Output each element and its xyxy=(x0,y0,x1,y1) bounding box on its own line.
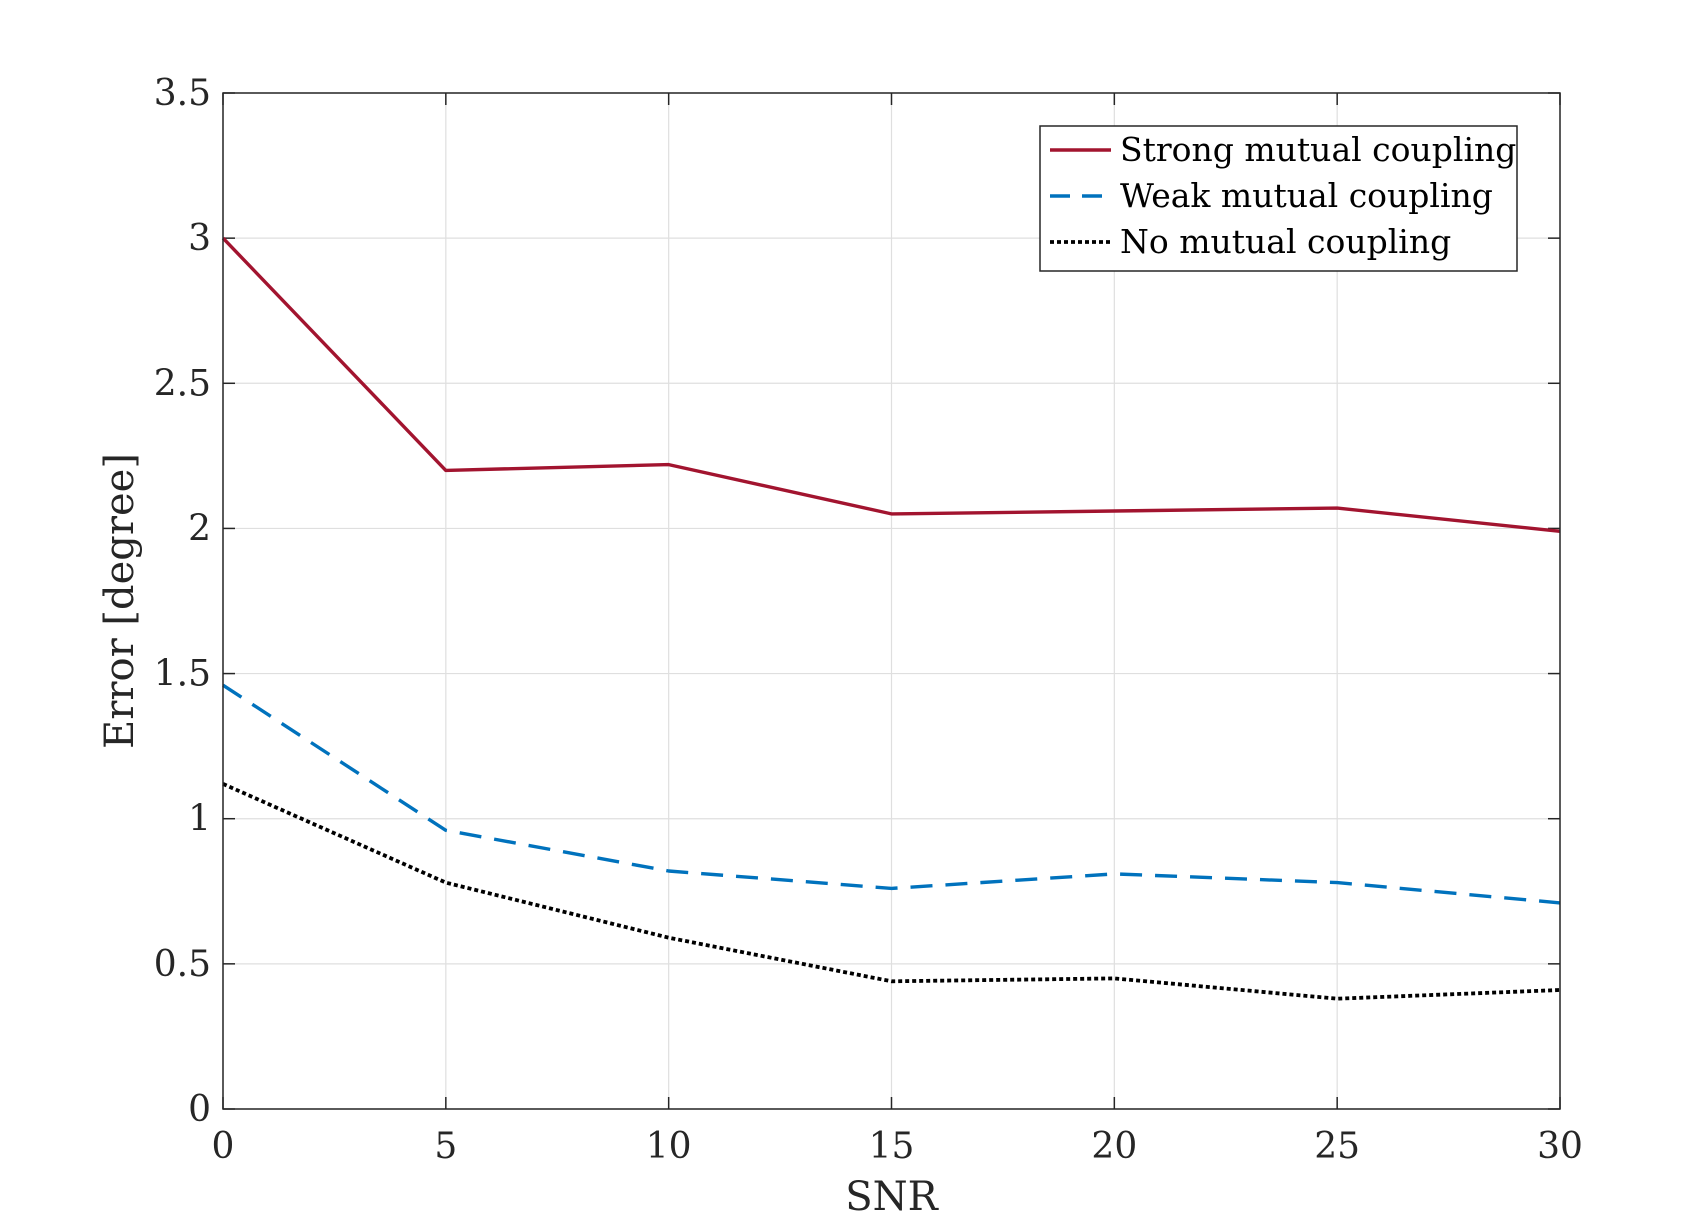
series-line-weak xyxy=(222,683,1561,905)
x-tick-label: 20 xyxy=(1091,1126,1137,1167)
x-tick-label: 30 xyxy=(1537,1126,1583,1167)
y-tick-label: 0 xyxy=(188,1089,211,1130)
legend-label-none: No mutual coupling xyxy=(1120,222,1451,261)
tick-labels: 0 5 10 15 20 25 30 0 0.5 1 1.5 2 2.5 3 3.5 xyxy=(154,73,1583,1167)
x-tick-label: 10 xyxy=(646,1126,692,1167)
y-tick-label: 1.5 xyxy=(154,654,211,695)
x-tick-label: 25 xyxy=(1314,1126,1360,1167)
y-axis-title: Error [degree] xyxy=(97,453,143,749)
x-tick-label: 5 xyxy=(434,1126,457,1167)
x-tick-label: 0 xyxy=(212,1126,235,1167)
legend-box xyxy=(1039,125,1518,272)
y-tick-label: 0.5 xyxy=(154,944,211,985)
series-line-strong xyxy=(221,236,1561,533)
legend-label-strong: Strong mutual coupling xyxy=(1120,130,1516,169)
y-tick-label: 3 xyxy=(188,218,211,259)
legend: Strong mutual coupling Weak mutual coupl… xyxy=(1039,125,1518,272)
x-axis-title: SNR xyxy=(845,1174,939,1220)
series-layer xyxy=(221,236,1561,1001)
series-line-none xyxy=(222,782,1561,1001)
legend-label-weak: Weak mutual coupling xyxy=(1120,176,1493,215)
y-tick-label: 2.5 xyxy=(154,363,211,404)
y-tick-label: 3.5 xyxy=(154,73,211,114)
x-tick-label: 15 xyxy=(869,1126,915,1167)
y-tick-label: 2 xyxy=(188,508,211,549)
y-tick-label: 1 xyxy=(188,799,211,840)
plot-frame xyxy=(222,92,1561,1110)
